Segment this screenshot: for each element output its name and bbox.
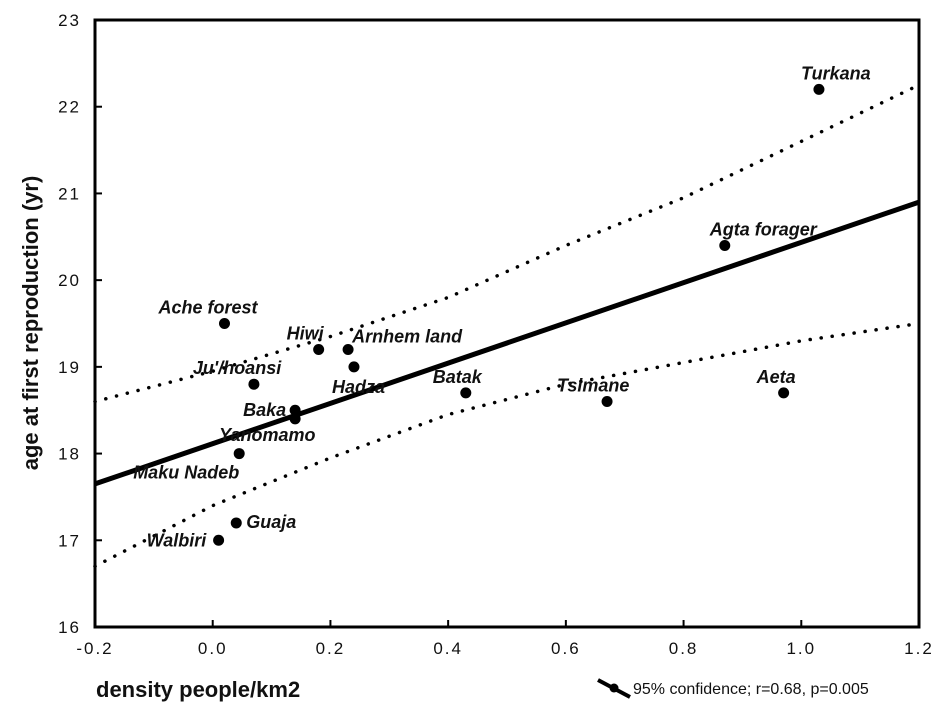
y-tick-label: 16 <box>58 618 81 637</box>
point-label: Ju'/hoansi <box>193 358 282 378</box>
data-point: Baka <box>243 400 301 420</box>
point-marker <box>289 404 301 416</box>
point-label: Arnhem land <box>351 327 463 347</box>
data-point: Guaja <box>230 512 296 532</box>
point-label: Maku Nadeb <box>133 463 239 483</box>
data-point: Batak <box>433 367 483 399</box>
y-tick-label: 18 <box>58 445 81 464</box>
y-axis-title: age at first reproduction (yr) <box>18 176 43 471</box>
x-axis-ticks: -0.2 0.0 0.2 0.4 0.6 0.8 1.0 1.2 <box>76 620 934 658</box>
x-axis-title: density people/km2 <box>96 677 300 702</box>
legend: 95% confidence; r=0.68, p=0.005 <box>597 678 869 699</box>
y-tick-label: 23 <box>58 11 81 30</box>
point-label: Turkana <box>801 63 871 83</box>
point-label: Baka <box>243 400 286 420</box>
data-point: Arnhem land <box>342 327 463 356</box>
data-point: Walbiri <box>147 530 225 550</box>
point-label: Guaja <box>246 512 296 532</box>
confidence-upper-line <box>93 83 921 404</box>
point-marker <box>218 318 230 329</box>
point-label: Yanomamo <box>219 425 315 445</box>
data-point: Hadza <box>332 361 385 397</box>
x-tick-label: 0.6 <box>551 639 581 658</box>
point-marker <box>248 378 260 390</box>
data-point: Ache forest <box>157 298 259 329</box>
data-point: Hiwi <box>287 324 325 356</box>
y-tick-label: 22 <box>58 98 81 117</box>
legend-text: 95% confidence; r=0.68, p=0.005 <box>633 681 869 698</box>
data-point: Tsimane <box>557 376 629 408</box>
x-tick-label: 0.4 <box>433 639 463 658</box>
legend-marker-icon <box>609 683 619 693</box>
point-marker <box>342 344 354 356</box>
data-points: Turkana Agta forager Aeta Tsimane Batak Ache … <box>133 63 870 550</box>
regression-line <box>94 199 920 487</box>
point-marker <box>719 239 731 251</box>
point-marker <box>289 413 301 425</box>
x-tick-label: 1.0 <box>786 639 816 658</box>
data-point: Turkana <box>801 63 871 95</box>
x-tick-label: 0.8 <box>669 639 699 658</box>
x-tick-label: 0.0 <box>198 639 228 658</box>
confidence-lower-line <box>93 321 921 569</box>
confidence-band <box>93 83 921 569</box>
point-marker <box>813 83 825 95</box>
data-point: Aeta <box>756 367 796 399</box>
point-marker <box>778 387 790 399</box>
point-marker <box>348 361 360 373</box>
point-label: Batak <box>433 367 483 387</box>
point-label: Agta forager <box>709 219 818 239</box>
y-tick-label: 19 <box>58 358 81 377</box>
data-point: Yanomamo <box>219 413 315 445</box>
y-tick-label: 17 <box>58 531 81 550</box>
y-tick-label: 20 <box>58 271 81 290</box>
point-marker <box>460 387 472 399</box>
point-marker <box>233 448 245 460</box>
data-point: Ju'/hoansi <box>193 358 282 390</box>
x-tick-label: -0.2 <box>76 639 113 658</box>
point-marker <box>213 534 225 546</box>
x-tick-label: 1.2 <box>904 639 934 658</box>
point-label: Hiwi <box>287 324 325 344</box>
point-label: Walbiri <box>147 530 208 550</box>
point-marker <box>313 344 325 356</box>
plot-frame <box>93 18 921 629</box>
point-label: Ache forest <box>157 298 258 318</box>
data-point: Agta forager <box>709 219 818 251</box>
x-tick-label: 0.2 <box>316 639 346 658</box>
point-label: Aeta <box>756 367 796 387</box>
point-label: Tsimane <box>557 376 629 396</box>
point-marker <box>230 517 242 529</box>
point-marker <box>601 396 613 408</box>
y-axis-ticks: 16 17 18 19 20 21 22 23 <box>58 11 102 637</box>
data-point: Maku Nadeb <box>133 448 245 483</box>
point-label: Hadza <box>332 377 385 397</box>
y-tick-label: 21 <box>58 184 81 203</box>
